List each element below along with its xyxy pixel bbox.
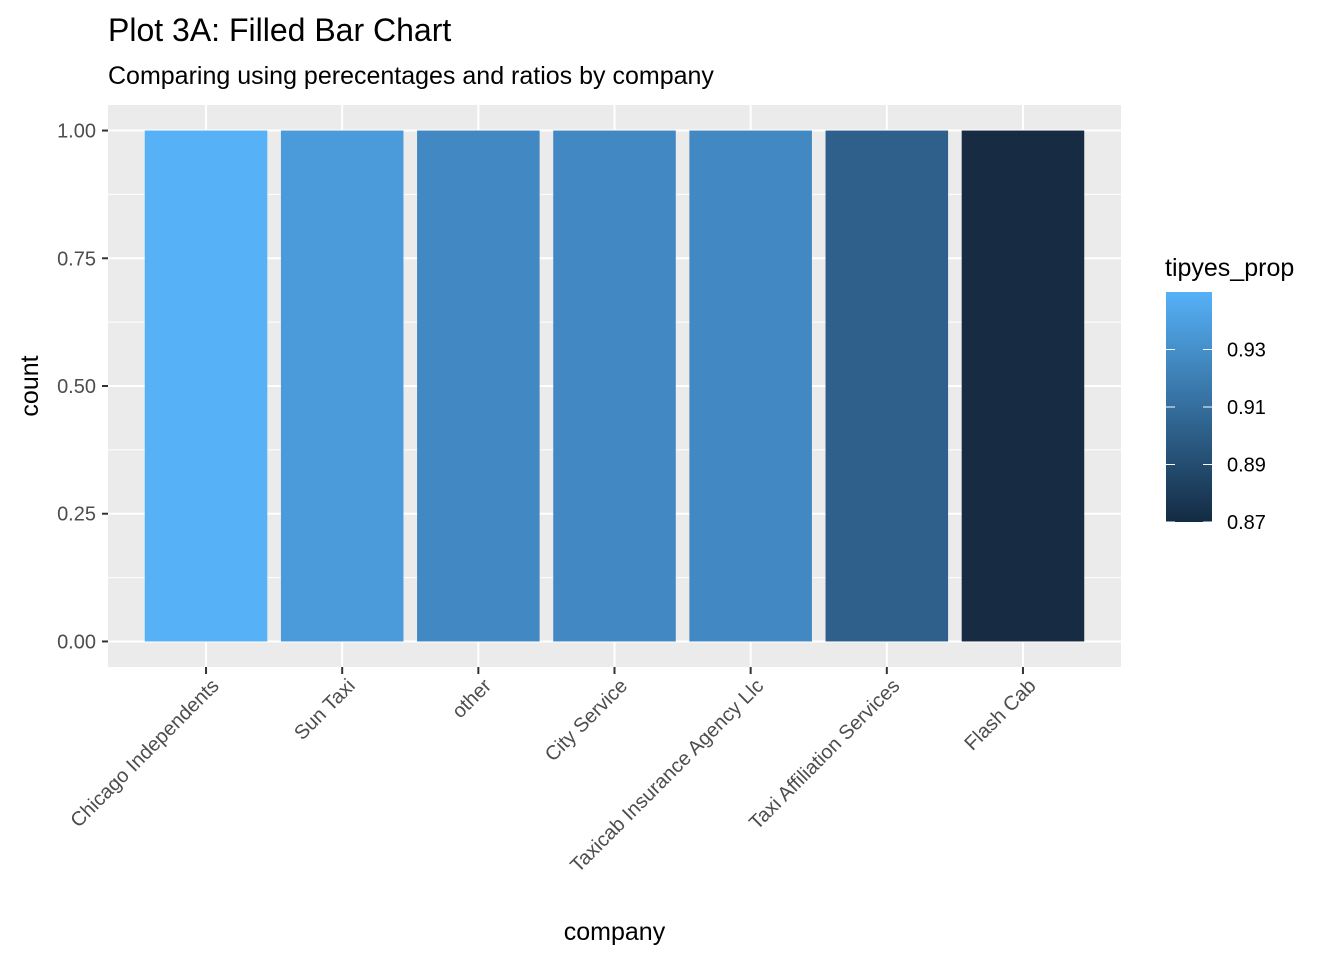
bar-series xyxy=(144,130,1085,642)
bar xyxy=(825,130,949,642)
legend-tick-label: 0.93 xyxy=(1227,340,1266,362)
y-axis: 0.00 0.25 0.50 0.75 1.00 xyxy=(57,121,108,653)
bar xyxy=(553,130,676,642)
y-tick-label: 1.00 xyxy=(57,121,96,143)
x-tick-label: Flash Cab xyxy=(960,675,1040,755)
color-legend: tipyes_prop 0.87 0.89 0.91 0.93 xyxy=(1165,254,1294,534)
bar xyxy=(961,130,1085,642)
y-tick-label: 0.50 xyxy=(57,376,96,398)
legend-ticks: 0.87 0.89 0.91 0.93 xyxy=(1166,340,1266,534)
bar xyxy=(417,130,540,642)
x-tick-label: City Service xyxy=(541,675,632,766)
legend-title: tipyes_prop xyxy=(1165,254,1294,282)
chart-title: Plot 3A: Filled Bar Chart xyxy=(108,12,451,48)
x-tick-label: Sun Taxi xyxy=(290,675,360,745)
x-axis: Chicago Independents Sun Taxi other City Se… xyxy=(66,667,1041,877)
x-tick-label: other xyxy=(448,675,496,723)
x-axis-title: company xyxy=(564,918,666,946)
legend-tick-label: 0.89 xyxy=(1227,455,1266,477)
x-tick-label: Taxi Affiliation Services xyxy=(745,675,904,834)
y-tick-label: 0.75 xyxy=(57,248,96,270)
y-tick-label: 0.25 xyxy=(57,504,96,526)
y-axis-title: count xyxy=(16,355,44,416)
legend-tick-label: 0.87 xyxy=(1227,512,1266,534)
chart-subtitle: Comparing using perecentages and ratios … xyxy=(108,62,714,90)
y-tick-label: 0.00 xyxy=(57,631,96,653)
bar xyxy=(280,130,404,642)
bar xyxy=(144,130,268,642)
x-tick-label: Chicago Independents xyxy=(66,675,223,832)
bar xyxy=(689,130,812,642)
legend-tick-label: 0.91 xyxy=(1227,397,1266,419)
